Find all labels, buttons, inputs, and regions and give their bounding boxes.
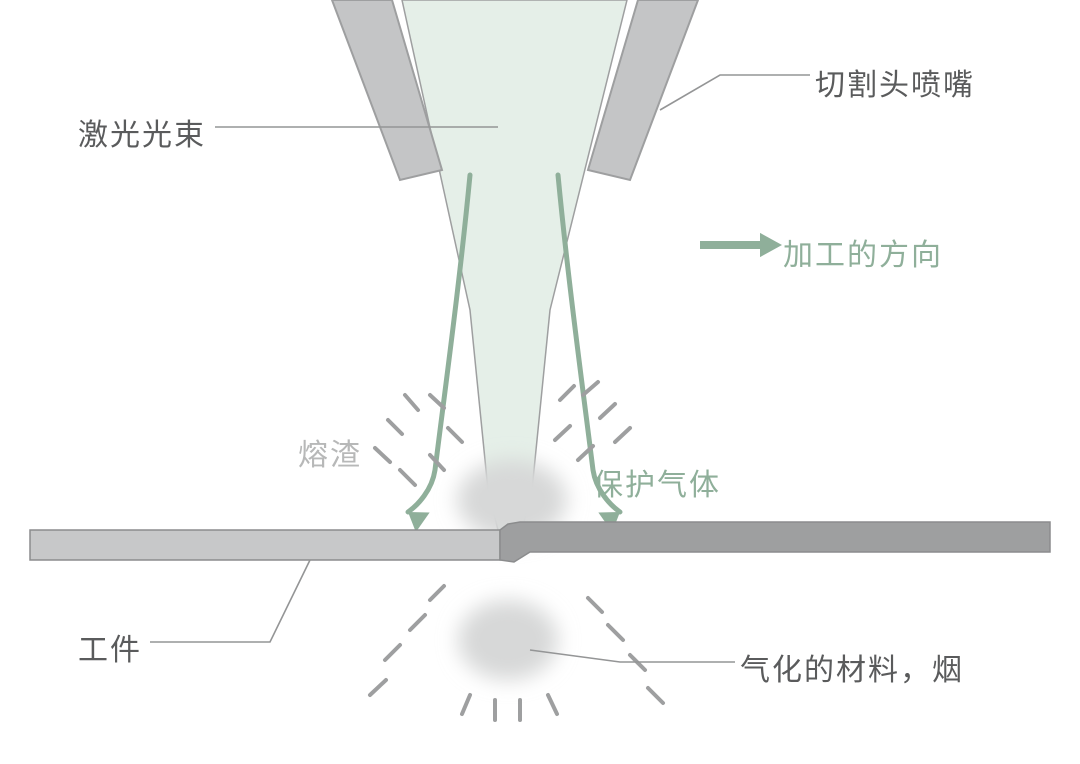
label-direction: 加工的方向 [783,230,943,274]
slag-dash-l10 [462,695,470,714]
slag-dash-u1 [388,420,402,434]
slag-dash-u5 [448,428,462,442]
label-slag: 熔渣 [298,430,362,474]
slag-dash-u0 [405,395,418,410]
slag-dash-u3 [400,470,415,485]
slag-dash-u2 [375,448,390,462]
slag-dash-u7 [583,382,598,395]
slag-dash-l2 [385,645,400,660]
label-laser-beam: 激光光束 [78,110,206,154]
slag-dash-l0 [430,586,444,600]
leader-workpiece [150,560,310,642]
gas-arrow-left-head [408,512,430,532]
slag-dash-l5 [608,625,623,640]
slag-dash-l11 [548,695,557,714]
slag-dash-l3 [370,680,386,695]
workpiece-right [500,522,1050,562]
workpiece-left [30,530,500,560]
slag-dash-l4 [588,598,602,612]
label-shield-gas: 保护气体 [593,460,721,504]
slag-dash-l1 [410,615,425,630]
slag-dash-u9 [615,428,630,442]
leader-nozzle [660,75,810,110]
slag-dash-u11 [560,386,574,400]
vapor-cloud-lower [458,600,558,680]
label-nozzle: 切割头喷嘴 [815,60,975,104]
label-workpiece: 工件 [78,625,142,669]
slag-dash-u8 [600,404,615,418]
slag-dash-l7 [648,688,663,703]
slag-dash-u12 [555,426,570,440]
label-vapor: 气化的材料，烟 [740,645,964,689]
direction-arrow-head [760,233,782,257]
